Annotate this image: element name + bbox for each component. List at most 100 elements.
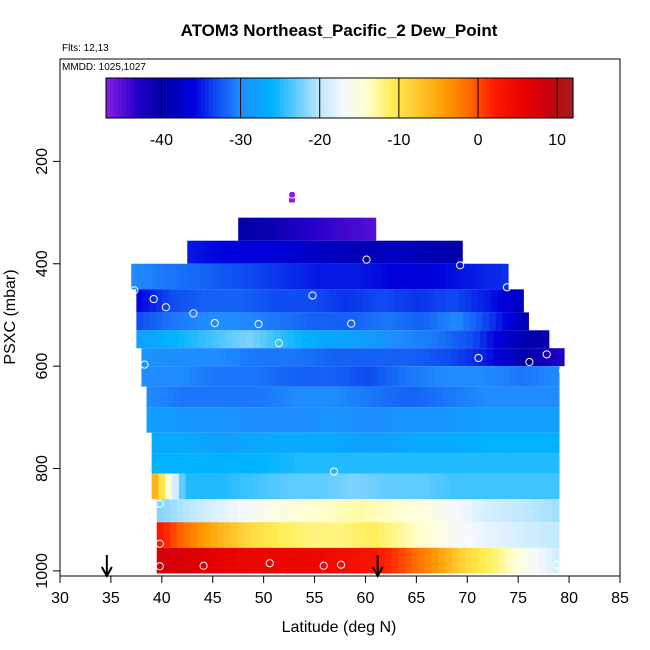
heatmap-cell — [279, 217, 283, 241]
heatmap-cell — [524, 473, 533, 500]
observation-marker — [456, 261, 465, 270]
heatmap-cell — [331, 547, 339, 574]
heatmap-cell — [205, 432, 214, 454]
heatmap-cell — [444, 499, 453, 523]
heatmap-cell — [261, 348, 269, 367]
heatmap-cell — [269, 263, 277, 290]
heatmap-cell — [290, 386, 299, 408]
heatmap-cell — [313, 217, 317, 241]
x-tick-label: 45 — [204, 590, 222, 607]
heatmap-cell — [531, 407, 539, 433]
heatmap-cell — [300, 453, 309, 474]
y-tick-label: 800 — [34, 455, 51, 482]
heatmap-cell — [170, 547, 178, 574]
heatmap-cell — [388, 240, 395, 264]
heatmap-cell — [210, 499, 218, 523]
heatmap-cell — [204, 366, 212, 387]
heatmap-cell — [304, 217, 308, 241]
colorbar-swatch — [537, 78, 542, 118]
heatmap-cell — [521, 312, 529, 331]
y-axis-label: PSXC (mbar) — [2, 269, 19, 364]
observation-marker — [308, 291, 317, 300]
heatmap-cell — [256, 217, 260, 241]
heatmap-cell — [319, 263, 327, 290]
heatmap-cell — [306, 312, 314, 331]
heatmap-cell — [325, 407, 333, 433]
heatmap-cell — [439, 240, 445, 264]
heatmap-cell — [393, 386, 402, 408]
heatmap-cell — [270, 522, 278, 548]
heatmap-cell — [378, 366, 386, 387]
heatmap-cell — [288, 217, 292, 241]
heatmap-cell — [394, 263, 402, 290]
heatmap-cell — [393, 240, 399, 264]
heatmap-cell — [407, 407, 416, 433]
heatmap-cell — [355, 473, 363, 500]
heatmap-cell — [238, 217, 242, 241]
heatmap-cell — [277, 386, 285, 408]
heatmap-cell — [249, 407, 258, 433]
heatmap-cell — [545, 473, 553, 500]
heatmap-cell — [240, 312, 249, 331]
heatmap-cell — [436, 473, 445, 500]
heatmap-cell — [266, 330, 275, 349]
heatmap-cell — [315, 240, 321, 264]
heatmap-cell — [192, 453, 200, 474]
heatmap-cell — [226, 432, 234, 454]
heatmap-cell — [380, 386, 388, 408]
heatmap-cell — [220, 289, 228, 313]
heatmap-cell — [491, 499, 500, 523]
heatmap-cell — [552, 386, 560, 408]
heatmap-cell — [170, 522, 178, 548]
heatmap-cell — [407, 386, 416, 408]
heatmap-cell — [345, 312, 353, 331]
heatmap-cell — [203, 499, 211, 523]
heatmap-cell — [425, 240, 431, 264]
colorbar-swatch — [430, 78, 436, 118]
heatmap-cell — [498, 499, 506, 523]
heatmap-cell — [172, 473, 180, 500]
heatmap-cell — [511, 547, 520, 574]
colorbar-swatch — [466, 78, 471, 118]
x-tick-label: 50 — [255, 590, 273, 607]
heatmap-cell — [510, 289, 518, 313]
heatmap-cell — [463, 432, 472, 454]
heatmap-cell — [443, 240, 450, 264]
heatmap-cell — [476, 263, 484, 290]
colorbar-swatch — [363, 78, 368, 118]
heatmap-cell — [148, 348, 157, 367]
heatmap-cell — [472, 348, 481, 367]
heatmap-cell — [451, 263, 459, 290]
heatmap-cell — [458, 547, 466, 574]
heatmap-cell — [514, 348, 523, 367]
heatmap-cell — [416, 473, 424, 500]
heatmap-cell — [434, 240, 440, 264]
colorbar-swatch — [446, 78, 451, 118]
heatmap-cell — [294, 453, 302, 474]
heatmap-cell — [423, 432, 431, 454]
colorbar-swatch — [414, 78, 420, 118]
flight-arrow — [100, 555, 113, 579]
x-tick-label: 70 — [458, 590, 476, 607]
heatmap-cell — [524, 407, 533, 433]
heatmap-cell — [373, 348, 382, 367]
heatmap-cell — [217, 366, 226, 387]
heatmap-cell — [158, 473, 166, 500]
heatmap-cell — [329, 240, 335, 264]
y-tick-label: 1000 — [34, 553, 51, 589]
heatmap-cell — [432, 289, 441, 313]
heatmap-cell — [240, 348, 248, 367]
heatmap-cell — [174, 407, 182, 433]
heatmap-cell — [282, 348, 290, 367]
heatmap-cell — [418, 522, 426, 548]
heatmap-cell — [250, 522, 258, 548]
heatmap-cell — [449, 312, 458, 331]
heatmap-cell — [260, 432, 268, 454]
heatmap-cell — [531, 366, 539, 387]
heatmap-cell — [180, 407, 189, 433]
heatmap-cell — [388, 263, 396, 290]
heatmap-cell — [226, 473, 234, 500]
heatmap-cell — [263, 386, 271, 408]
heatmap-cell — [505, 522, 513, 548]
heatmap-cell — [486, 330, 495, 349]
